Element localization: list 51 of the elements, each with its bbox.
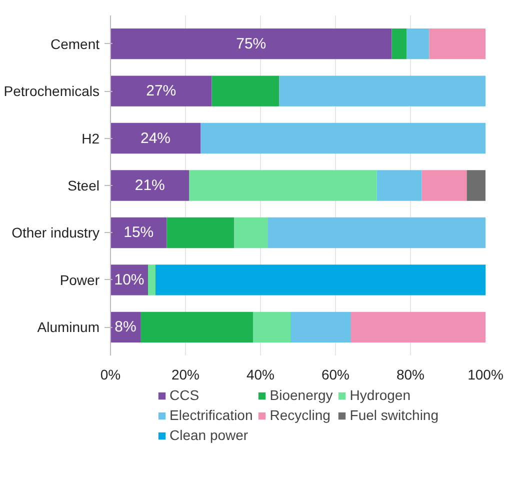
y-tick-label: Petrochemicals [4, 83, 100, 100]
bar [350, 312, 486, 343]
bar [406, 28, 430, 60]
y-tick-label: Power [60, 272, 100, 288]
x-tick-label: 0% [100, 366, 121, 382]
legend-label: CCS [169, 387, 200, 403]
bar [290, 312, 350, 343]
legend-label: Recycling [270, 407, 330, 423]
x-tick-label: 80% [396, 366, 425, 382]
bar [392, 28, 407, 60]
bar [200, 122, 486, 154]
legend-label: Electrification [169, 407, 253, 423]
bar [279, 76, 486, 106]
legend-label: Bioenergy [270, 387, 333, 403]
bar [166, 217, 234, 248]
bar [156, 264, 486, 296]
y-tick-label: H2 [82, 130, 100, 146]
bar [234, 217, 268, 248]
bar [148, 264, 156, 296]
x-tick-label: 20% [171, 366, 200, 382]
bar [253, 312, 290, 343]
y-tick-label: Cement [50, 36, 100, 52]
bar [429, 28, 486, 60]
x-tick-label: 60% [321, 366, 350, 382]
x-tick-label: 100% [468, 366, 504, 382]
bar [212, 76, 280, 106]
bar [110, 76, 212, 106]
legend-label: Clean power [169, 427, 248, 443]
legend-label: Fuel switching [350, 407, 439, 423]
x-tick-label: 40% [246, 366, 275, 382]
y-tick-label: Aluminum [37, 319, 100, 336]
data-label: 10% [114, 271, 144, 288]
bar [110, 170, 190, 201]
bar [268, 217, 486, 248]
y-tick-label: Other industry [12, 224, 100, 241]
legend-label: Hydrogen [350, 387, 411, 403]
bar [110, 28, 392, 60]
bar [189, 170, 377, 201]
bar [422, 170, 467, 201]
bar [110, 217, 167, 248]
data-label: 15% [124, 224, 154, 242]
y-tick-label: Steel [68, 178, 100, 194]
bar [140, 312, 253, 343]
bar [376, 170, 422, 201]
bar [110, 122, 200, 154]
bar [466, 170, 486, 201]
data-label: 21% [134, 177, 165, 194]
data-label: 24% [140, 130, 171, 147]
data-label: 8% [114, 318, 136, 336]
data-label: 27% [146, 82, 176, 100]
data-label: 75% [236, 35, 266, 52]
